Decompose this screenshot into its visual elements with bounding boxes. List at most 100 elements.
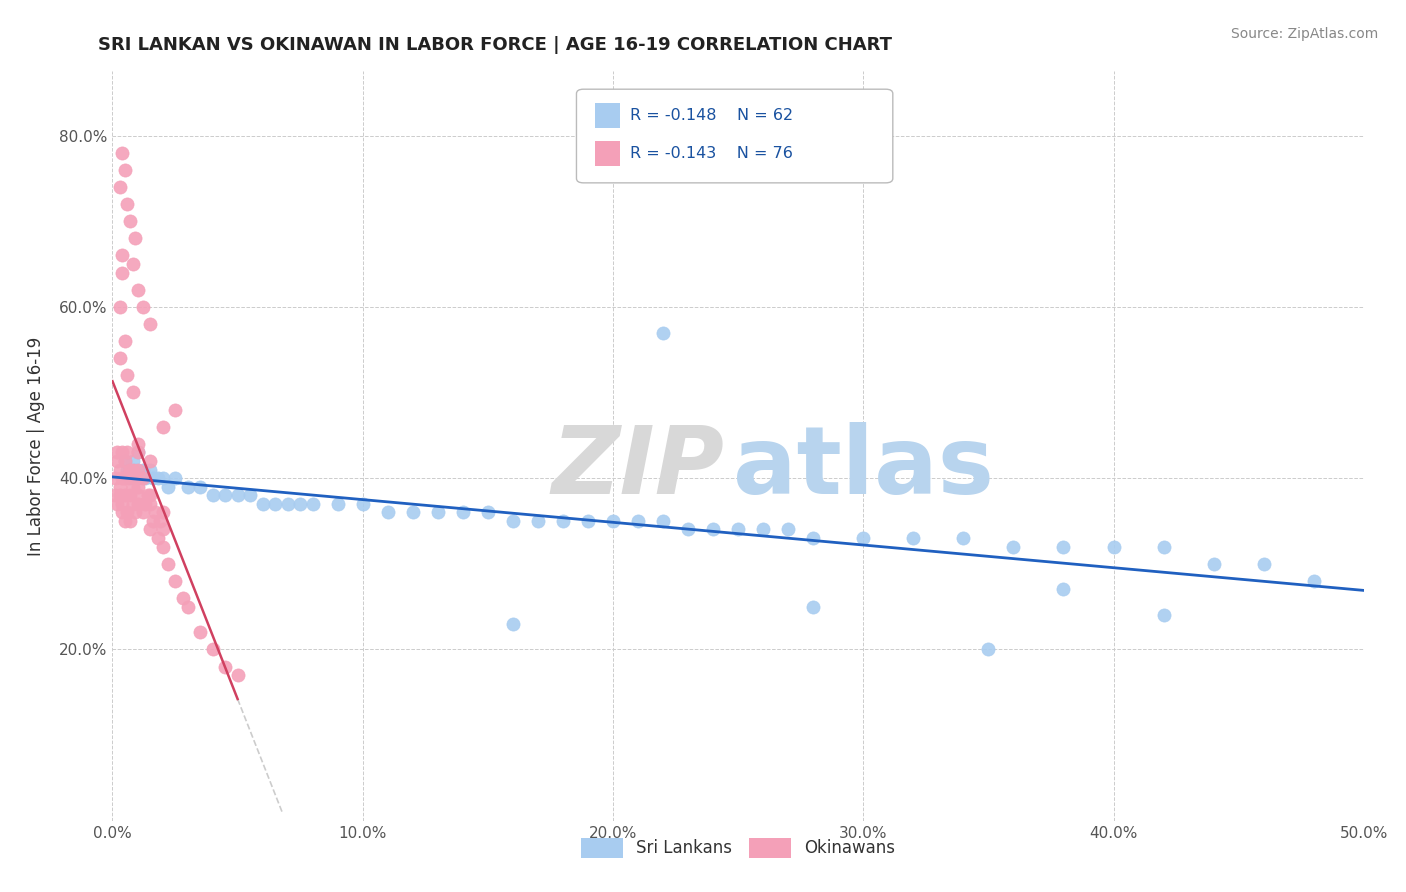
Point bbox=[107, 497, 129, 511]
Point bbox=[111, 471, 134, 485]
Point bbox=[118, 488, 141, 502]
Point bbox=[326, 497, 349, 511]
Point bbox=[152, 505, 174, 519]
Text: R = -0.143    N = 76: R = -0.143 N = 76 bbox=[630, 146, 793, 161]
Point bbox=[108, 180, 131, 194]
Point bbox=[252, 497, 274, 511]
Point bbox=[1052, 582, 1074, 597]
Point bbox=[752, 523, 775, 537]
Point bbox=[377, 505, 399, 519]
Point bbox=[1202, 557, 1225, 571]
Point bbox=[114, 488, 136, 502]
Point bbox=[702, 523, 724, 537]
Point bbox=[301, 497, 323, 511]
Point bbox=[118, 471, 141, 485]
Text: ZIP: ZIP bbox=[551, 423, 724, 515]
Point bbox=[131, 471, 153, 485]
Point bbox=[131, 505, 153, 519]
Point bbox=[1052, 540, 1074, 554]
Point bbox=[117, 197, 139, 211]
Point bbox=[111, 497, 134, 511]
Point bbox=[201, 642, 224, 657]
Point bbox=[239, 488, 262, 502]
Point bbox=[108, 488, 131, 502]
Point bbox=[146, 531, 169, 545]
Point bbox=[226, 488, 249, 502]
Point bbox=[188, 625, 211, 640]
Point bbox=[152, 540, 174, 554]
Point bbox=[627, 514, 650, 528]
Point bbox=[117, 368, 139, 383]
Point bbox=[152, 523, 174, 537]
Point bbox=[426, 505, 449, 519]
Point bbox=[152, 419, 174, 434]
Point bbox=[127, 488, 149, 502]
Point bbox=[1102, 540, 1125, 554]
Point bbox=[727, 523, 749, 537]
Point bbox=[118, 214, 141, 228]
Point bbox=[127, 437, 149, 451]
Point bbox=[111, 145, 134, 160]
Point bbox=[134, 497, 156, 511]
Point bbox=[502, 514, 524, 528]
Point bbox=[527, 514, 550, 528]
Point bbox=[127, 462, 149, 476]
Point bbox=[117, 471, 139, 485]
Point bbox=[127, 480, 149, 494]
Text: Source: ZipAtlas.com: Source: ZipAtlas.com bbox=[1230, 27, 1378, 41]
Point bbox=[163, 574, 186, 588]
Point bbox=[111, 266, 134, 280]
Point bbox=[402, 505, 425, 519]
Point bbox=[146, 471, 169, 485]
Point bbox=[139, 523, 162, 537]
Point bbox=[104, 488, 127, 502]
Point bbox=[136, 488, 159, 502]
Point bbox=[152, 471, 174, 485]
Point bbox=[121, 385, 143, 400]
Point bbox=[127, 445, 149, 459]
Point bbox=[117, 462, 139, 476]
Point bbox=[1153, 608, 1175, 623]
Point bbox=[139, 317, 162, 331]
Point bbox=[602, 514, 624, 528]
Point bbox=[108, 462, 131, 476]
Point bbox=[118, 462, 141, 476]
Point bbox=[134, 471, 156, 485]
Point bbox=[114, 454, 136, 468]
Point bbox=[121, 497, 143, 511]
Text: atlas: atlas bbox=[733, 423, 994, 515]
Point bbox=[214, 488, 236, 502]
Point bbox=[127, 283, 149, 297]
Text: R = -0.148    N = 62: R = -0.148 N = 62 bbox=[630, 109, 793, 123]
Point bbox=[201, 488, 224, 502]
Point bbox=[117, 505, 139, 519]
Point bbox=[903, 531, 925, 545]
Point bbox=[114, 454, 136, 468]
Point bbox=[778, 523, 800, 537]
Point bbox=[163, 471, 186, 485]
Point bbox=[1002, 540, 1025, 554]
Point bbox=[977, 642, 1000, 657]
Point bbox=[801, 531, 824, 545]
Point bbox=[290, 497, 312, 511]
Point bbox=[477, 505, 499, 519]
Point bbox=[108, 300, 131, 314]
Point bbox=[1302, 574, 1324, 588]
Point bbox=[188, 480, 211, 494]
Point bbox=[143, 505, 166, 519]
Point bbox=[107, 445, 129, 459]
Point bbox=[124, 505, 146, 519]
Point bbox=[117, 445, 139, 459]
Point bbox=[852, 531, 875, 545]
Point bbox=[124, 231, 146, 245]
Point bbox=[141, 514, 163, 528]
Point bbox=[214, 659, 236, 673]
Point bbox=[127, 445, 149, 459]
Point bbox=[114, 514, 136, 528]
Point bbox=[163, 402, 186, 417]
Point bbox=[108, 480, 131, 494]
Point bbox=[131, 462, 153, 476]
Point bbox=[139, 488, 162, 502]
Point bbox=[352, 497, 374, 511]
Point bbox=[104, 471, 127, 485]
